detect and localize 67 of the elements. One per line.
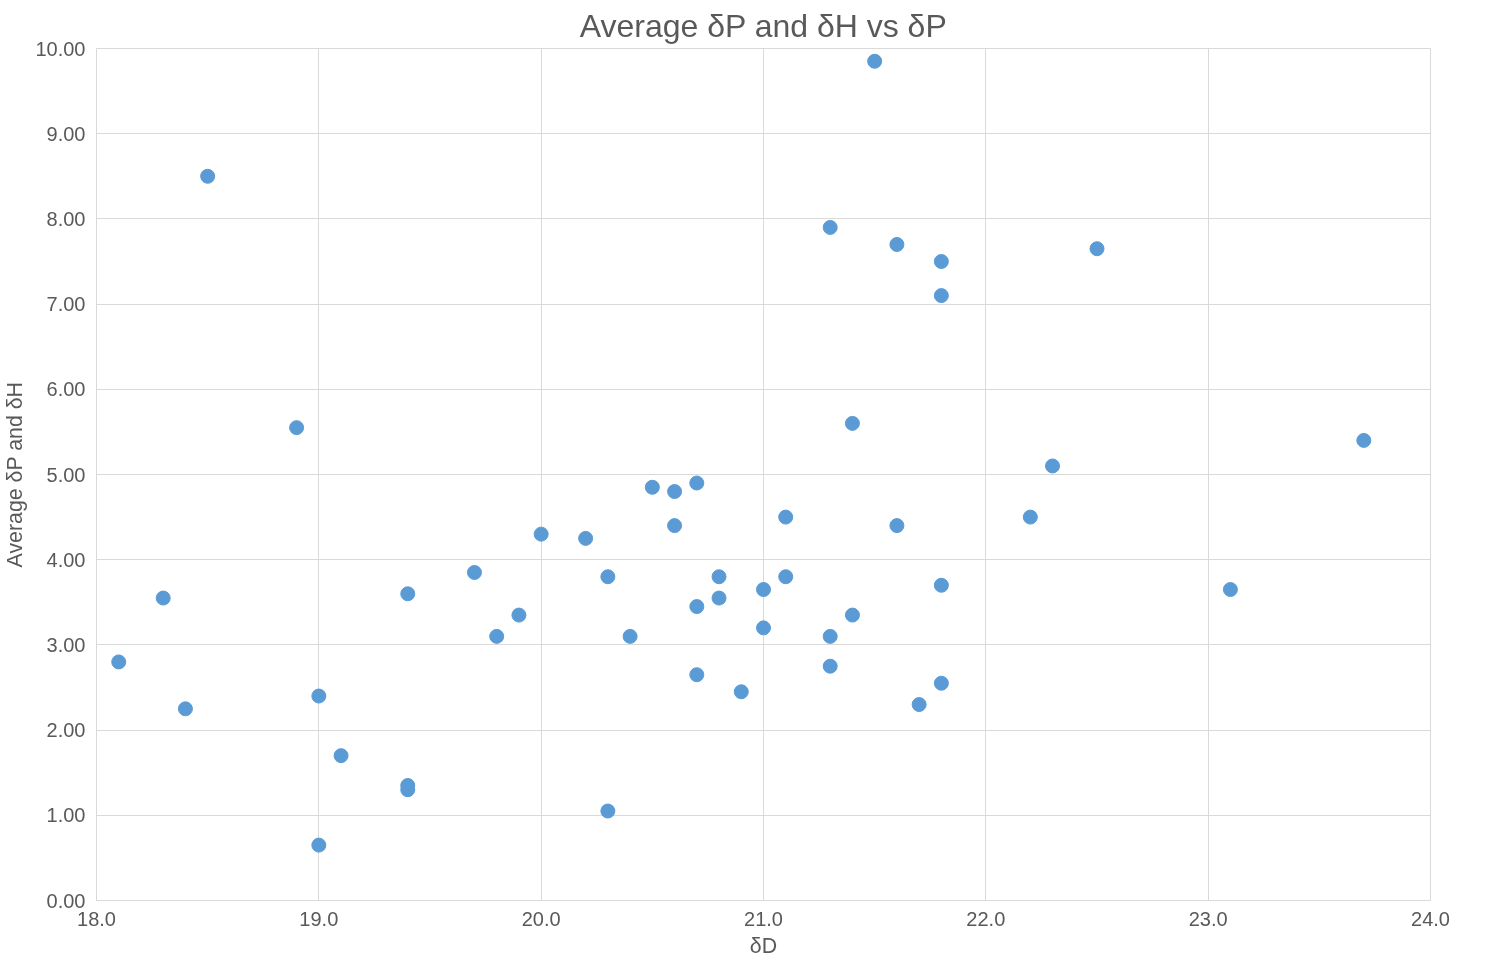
x-axis-title: δD bbox=[749, 933, 778, 958]
point bbox=[689, 599, 705, 615]
x-tick-label: 23.0 bbox=[1188, 907, 1228, 930]
y-tick-label: 2.00 bbox=[46, 719, 86, 742]
chart-title: Average δP and δH vs δP bbox=[579, 7, 947, 44]
x-tick-label: 21.0 bbox=[744, 907, 783, 930]
point bbox=[822, 658, 838, 674]
point bbox=[933, 577, 949, 593]
point bbox=[911, 697, 927, 713]
point bbox=[933, 254, 949, 269]
point bbox=[889, 236, 905, 252]
y-tick-label: 3.00 bbox=[46, 633, 86, 656]
point bbox=[600, 803, 616, 819]
point bbox=[289, 420, 305, 436]
point bbox=[733, 684, 749, 700]
point bbox=[1089, 241, 1105, 257]
point bbox=[822, 628, 838, 644]
point bbox=[311, 837, 327, 853]
point bbox=[578, 530, 594, 546]
point bbox=[867, 53, 883, 69]
point bbox=[489, 628, 505, 644]
x-tick-label: 22.0 bbox=[966, 907, 1006, 930]
point bbox=[756, 620, 771, 636]
point bbox=[933, 288, 949, 304]
point bbox=[667, 518, 683, 534]
y-tick-label: 7.00 bbox=[46, 293, 86, 316]
point bbox=[778, 509, 794, 525]
point bbox=[1022, 509, 1038, 525]
y-tick-label: 8.00 bbox=[46, 207, 86, 230]
x-tick-label: 19.0 bbox=[299, 907, 339, 930]
point bbox=[689, 475, 705, 491]
point bbox=[1045, 458, 1061, 474]
point bbox=[933, 675, 949, 691]
point bbox=[622, 628, 638, 644]
point bbox=[889, 518, 905, 534]
y-tick-label: 9.00 bbox=[46, 122, 86, 145]
x-tick-label: 20.0 bbox=[521, 907, 561, 930]
point bbox=[177, 701, 193, 717]
point bbox=[689, 667, 705, 683]
point bbox=[155, 590, 171, 606]
point bbox=[400, 586, 416, 602]
point bbox=[822, 219, 838, 235]
point bbox=[333, 748, 349, 764]
point bbox=[711, 569, 727, 585]
point bbox=[1222, 582, 1238, 598]
point bbox=[778, 569, 794, 585]
y-axis-title: Average δP and δH bbox=[3, 381, 28, 568]
point bbox=[311, 688, 327, 704]
x-tick-label: 24.0 bbox=[1411, 907, 1450, 930]
point bbox=[466, 564, 482, 580]
point bbox=[844, 415, 860, 431]
point bbox=[711, 590, 727, 606]
y-tick-label: 5.00 bbox=[46, 463, 86, 486]
point bbox=[511, 607, 527, 623]
point bbox=[844, 607, 860, 623]
point bbox=[533, 526, 549, 542]
y-tick-label: 4.00 bbox=[46, 548, 86, 571]
y-tick-label: 6.00 bbox=[46, 378, 86, 401]
y-tick-label: 1.00 bbox=[46, 804, 86, 827]
point bbox=[644, 479, 660, 495]
point bbox=[667, 484, 683, 500]
y-tick-label: 10.00 bbox=[35, 37, 86, 60]
point bbox=[200, 168, 216, 184]
point bbox=[756, 582, 771, 598]
point bbox=[600, 569, 616, 585]
point bbox=[111, 654, 127, 670]
point bbox=[1356, 432, 1372, 448]
